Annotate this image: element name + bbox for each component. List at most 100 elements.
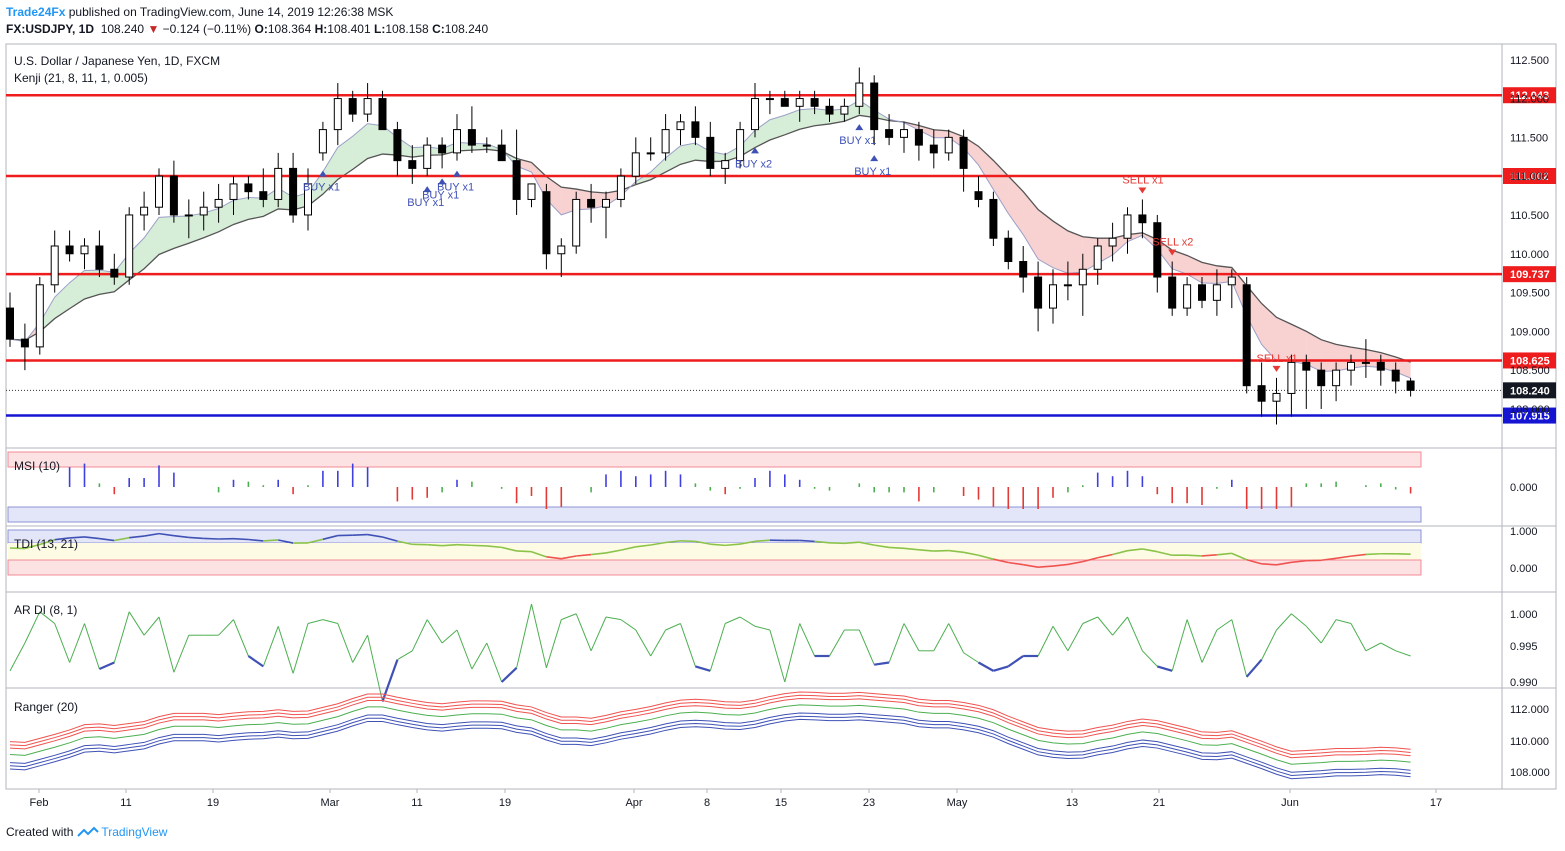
buy-arrow-icon: [453, 170, 461, 177]
candle-body: [661, 129, 670, 154]
ardi-segment: [1335, 619, 1352, 624]
candle-body: [1242, 284, 1251, 387]
price-axis[interactable]: 112.500 112.000 111.500 111.000 110.500 110.0…: [1510, 55, 1550, 779]
ranger-band-line: [9, 691, 1411, 752]
ardi-pane-title[interactable]: AR DI (8, 1): [14, 603, 77, 617]
candle-body: [110, 268, 119, 278]
publish-header: Trade24Fx published on TradingView.com, …: [6, 5, 393, 19]
candle-body: [1123, 214, 1132, 239]
cloud-segment: [1038, 209, 1053, 268]
ardi-segment: [575, 613, 592, 651]
candle-body: [1406, 380, 1415, 391]
ardi-segment: [545, 619, 562, 668]
footer: Created with TradingView: [6, 825, 167, 839]
candle-body: [95, 245, 104, 270]
tdi-segment: [501, 546, 517, 552]
tdi-segment: [382, 536, 398, 542]
tdi-segment: [158, 532, 175, 537]
cloud-segment: [1261, 303, 1277, 361]
msi-axis-tick: 0.000: [1510, 482, 1538, 494]
ardi-segment: [456, 629, 473, 670]
candle-body: [289, 167, 298, 216]
candle-body: [438, 144, 447, 154]
tdi-segment: [799, 539, 815, 543]
tdi-segment: [1097, 553, 1113, 559]
candle-body: [259, 191, 268, 200]
published-text: published on TradingView.com, June 14, 2…: [68, 5, 394, 19]
ardi-segment: [709, 623, 726, 672]
time-axis[interactable]: Feb 11 19 Mar 11 19 Apr 8 15 23 May 13 21 Jun 17: [30, 789, 1443, 809]
price-level-label: 112.043: [1510, 90, 1549, 102]
ardi-segment: [948, 623, 965, 653]
tdi-segment: [933, 549, 949, 552]
cloud-segment: [54, 282, 70, 319]
ardi-segment: [665, 623, 681, 631]
msi-pane-title[interactable]: MSI (10): [14, 459, 60, 473]
cloud-segment: [665, 145, 681, 173]
candle-body: [1138, 214, 1147, 224]
tdi-segment: [486, 545, 502, 549]
ranger-pane-title[interactable]: Ranger (20): [14, 700, 78, 714]
tdi-segment: [814, 540, 830, 544]
ardi-segment: [397, 650, 413, 661]
buy-arrow-icon: [423, 186, 432, 193]
change: −0.124 (−0.11%): [162, 22, 252, 36]
ardi-segment: [605, 616, 621, 621]
tdi-segment: [1112, 549, 1128, 556]
candle-body: [274, 167, 283, 200]
candle-body: [1049, 284, 1057, 309]
ardi-segment: [307, 619, 324, 624]
candle-body: [900, 129, 908, 138]
tdi-segment: [993, 558, 1009, 564]
candle-body: [423, 144, 432, 169]
tdi-segment: [99, 537, 115, 542]
candle-body: [1198, 284, 1206, 301]
time-axis-label: 13: [1066, 797, 1078, 809]
candles[interactable]: [6, 67, 1415, 425]
tdi-segment: [1008, 561, 1024, 566]
ardi-segment: [1037, 626, 1054, 657]
ardi-segment: [1305, 625, 1322, 644]
candle-body: [20, 338, 29, 348]
tdi-segment: [233, 537, 249, 541]
ardi-segment: [411, 619, 428, 652]
tradingview-link[interactable]: TradingView: [101, 825, 168, 839]
tdi-pane-title[interactable]: TDI (13, 21): [14, 537, 78, 551]
tdi-segment: [54, 537, 70, 541]
tdi-segment: [591, 552, 607, 556]
candle-body: [169, 175, 178, 216]
ardi-segment: [292, 623, 309, 674]
tdi-segment: [903, 547, 919, 551]
ardi-segment: [784, 623, 801, 683]
cloud-segment: [1067, 230, 1083, 274]
kenji-indicator-label[interactable]: Kenji (21, 8, 11, 1, 0.005): [14, 71, 148, 85]
ardi-segment: [1261, 629, 1277, 660]
tdi-segment: [442, 543, 458, 547]
tdi-segment: [143, 532, 160, 537]
price-level-label: 111.002: [1510, 171, 1549, 183]
cloud-segment: [1321, 339, 1337, 372]
candle-body: [1347, 361, 1355, 371]
created-with: Created with: [6, 825, 74, 839]
msi-histogram: [68, 463, 1412, 509]
ardi-segment: [725, 616, 741, 624]
tdi-axis-tick: 1.000: [1510, 526, 1538, 538]
candle-body: [1302, 361, 1311, 371]
price-level-tag: [1503, 87, 1556, 104]
tdi-segment: [307, 538, 324, 544]
candle-body: [497, 144, 506, 162]
cloud-segment: [144, 217, 159, 269]
ranger-band-line: [9, 718, 1411, 780]
ardi-segment: [769, 629, 786, 683]
ardi-segment: [561, 613, 577, 621]
brand-name[interactable]: Trade24Fx: [6, 5, 66, 19]
open-value: 108.364: [267, 22, 312, 36]
sell-signal-label: SELL x2: [1152, 237, 1193, 249]
cloud-segment: [531, 162, 547, 200]
ardi-segment: [337, 623, 354, 663]
time-axis-label: 19: [207, 797, 219, 809]
ardi-segment: [173, 635, 190, 673]
ardi-segment: [98, 661, 115, 671]
candle-body: [959, 136, 968, 169]
